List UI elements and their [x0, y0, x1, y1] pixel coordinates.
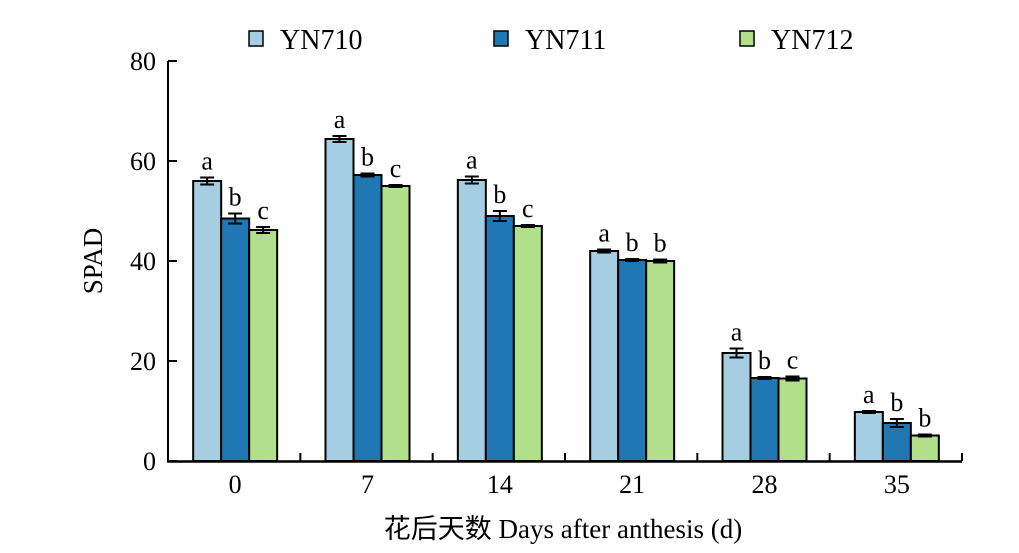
bars-layer: ab cab c ab ca b bab ca bb	[192, 105, 940, 462]
y-tick-label: 0	[143, 447, 156, 476]
x-tick-label: 28	[752, 470, 778, 499]
bar-yn712-day-28	[777, 377, 808, 462]
legend-swatch-yn712	[739, 30, 755, 47]
y-tick-label: 60	[130, 147, 156, 176]
bar-yn711-day-21	[617, 259, 648, 462]
bar-yn711-day-35	[881, 422, 912, 462]
x-tick-label: 35	[884, 470, 910, 499]
bar-yn712-day-0	[248, 229, 279, 462]
bar-yn711-day-7	[352, 174, 383, 462]
y-tick-label: 20	[130, 347, 156, 376]
legend-swatch-yn710	[248, 30, 264, 47]
bar-yn710-day-21	[589, 250, 620, 462]
significance-letter: b	[361, 143, 374, 172]
legend-label-yn711: YN711	[525, 25, 606, 56]
significance-letter: b	[758, 346, 771, 375]
bar-yn711-day-0	[220, 217, 251, 462]
bar-yn710-day-14	[456, 179, 487, 462]
bar-yn712-day-14	[512, 225, 543, 462]
bar-yn712-day-21	[645, 260, 676, 462]
significance-letter: b	[493, 180, 506, 209]
x-tick-label: 0	[229, 470, 242, 499]
legend-swatch-yn711	[493, 30, 509, 47]
significance-letter: a	[598, 219, 610, 248]
x-tick-label: 7	[361, 470, 374, 499]
bar-yn710-day-7	[324, 138, 355, 462]
y-axis-title: SPAD	[78, 228, 108, 295]
bar-yn710-day-28	[721, 352, 752, 462]
axes-layer	[167, 61, 962, 463]
x-axis-title: 花后天数 Days after anthesis (d)	[384, 514, 742, 544]
significance-letter: b	[654, 229, 667, 258]
significance-letter: c	[522, 194, 534, 223]
significance-letter: c	[257, 196, 269, 225]
bar-yn711-day-14	[484, 215, 515, 462]
x-ticks: 0 7 14 21 28 35	[229, 453, 963, 499]
y-tick-label: 40	[130, 247, 156, 276]
x-tick-label: 21	[619, 470, 645, 499]
legend-label-yn712: YN712	[771, 25, 853, 56]
significance-letter: a	[201, 147, 213, 176]
significance-letter: a	[731, 318, 743, 347]
bar-yn710-day-35	[853, 411, 884, 462]
x-tick-label: 14	[487, 470, 513, 499]
significance-letter: b	[918, 404, 931, 433]
bar-yn711-day-28	[749, 377, 780, 462]
significance-letter: b	[890, 388, 903, 417]
significance-letter: b	[626, 228, 639, 257]
y-ticks: 0 20 40 60 80	[130, 47, 177, 476]
legend: YN710 YN711 YN712	[248, 25, 853, 56]
bar-yn712-day-35	[909, 434, 940, 462]
significance-letter: c	[787, 346, 799, 375]
significance-letter: a	[334, 105, 346, 134]
significance-letter: c	[390, 154, 402, 183]
legend-label-yn710: YN710	[280, 25, 362, 56]
bar-yn710-day-0	[192, 180, 223, 462]
significance-letter: a	[466, 146, 478, 175]
bar-yn712-day-7	[380, 185, 411, 462]
significance-letter: b	[229, 183, 242, 212]
y-tick-label: 80	[130, 47, 156, 76]
significance-letter: a	[863, 380, 875, 409]
